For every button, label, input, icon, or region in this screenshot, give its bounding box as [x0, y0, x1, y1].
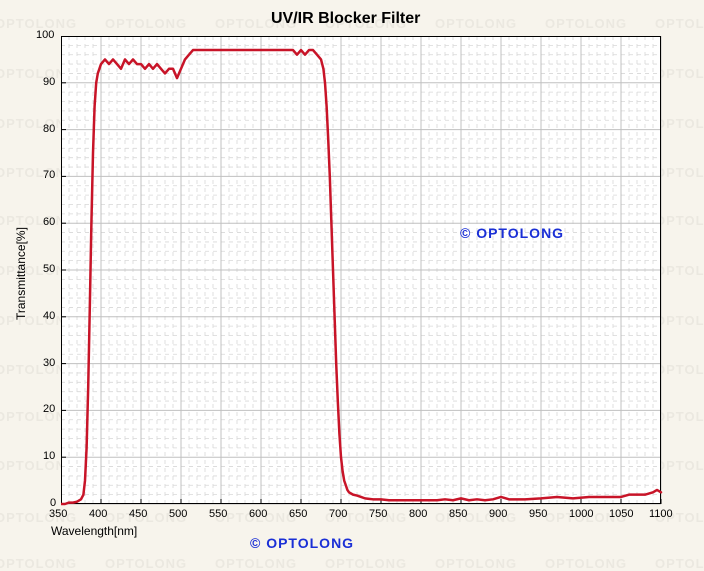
y-axis-label: Transmittance[%]: [14, 227, 28, 320]
x-tick-label: 400: [89, 508, 107, 520]
x-tick-label: 950: [529, 508, 547, 520]
y-tick-label: 0: [50, 497, 56, 509]
x-tick-label: 850: [449, 508, 467, 520]
y-tick-label: 10: [43, 450, 55, 462]
y-tick-label: 40: [43, 310, 55, 322]
watermark-faint: OPTOLONG: [545, 16, 627, 31]
x-tick-label: 1000: [569, 508, 593, 520]
watermark-faint: OPTOLONG: [435, 16, 517, 31]
x-tick-label: 800: [409, 508, 427, 520]
x-tick-label: 500: [169, 508, 187, 520]
y-tick-label: 30: [43, 357, 55, 369]
x-tick-label: 550: [209, 508, 227, 520]
x-tick-label: 1050: [609, 508, 633, 520]
x-axis-label: Wavelength[nm]: [51, 524, 137, 538]
watermark-faint: OPTOLONG: [655, 556, 704, 571]
x-tick-label: 350: [49, 508, 67, 520]
chart-plot: [61, 36, 663, 506]
x-tick-label: 650: [289, 508, 307, 520]
y-tick-label: 60: [43, 216, 55, 228]
x-tick-label: 900: [489, 508, 507, 520]
x-tick-label: 750: [369, 508, 387, 520]
watermark-faint: OPTOLONG: [0, 556, 77, 571]
watermark-faint: OPTOLONG: [325, 556, 407, 571]
watermark-faint: OPTOLONG: [655, 16, 704, 31]
watermark-main: © OPTOLONG: [460, 225, 564, 241]
chart-container: OPTOLONG OPTOLONG OPTOLONG OPTOLONG OPTOLONG…: [0, 0, 704, 570]
y-tick-label: 20: [43, 403, 55, 415]
y-tick-label: 80: [43, 123, 55, 135]
x-tick-label: 450: [129, 508, 147, 520]
watermark-faint: OPTOLONG: [105, 556, 187, 571]
watermark-faint: OPTOLONG: [435, 556, 517, 571]
x-tick-label: 700: [329, 508, 347, 520]
x-tick-label: 600: [249, 508, 267, 520]
watermark-bottom: © OPTOLONG: [250, 535, 354, 551]
x-tick-label: 1100: [649, 508, 673, 520]
watermark-faint: OPTOLONG: [105, 16, 187, 31]
y-tick-label: 100: [36, 29, 54, 41]
watermark-faint: OPTOLONG: [215, 556, 297, 571]
watermark-faint: OPTOLONG: [545, 556, 627, 571]
y-tick-label: 90: [43, 76, 55, 88]
y-tick-label: 70: [43, 169, 55, 181]
chart-title: UV/IR Blocker Filter: [271, 10, 420, 28]
y-tick-label: 50: [43, 263, 55, 275]
